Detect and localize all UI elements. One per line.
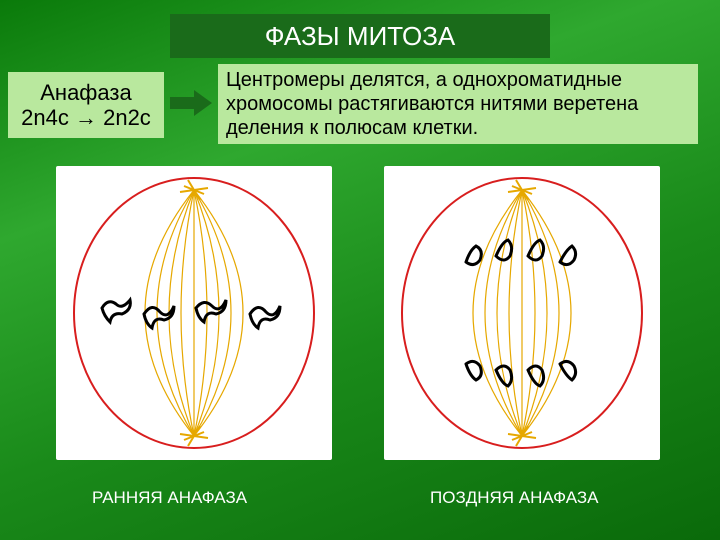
caption-late: ПОЗДНЯЯ АНАФАЗА — [430, 488, 598, 508]
arrow-icon — [170, 90, 212, 116]
description-box: Центромеры делятся, а однохроматидные хр… — [218, 64, 698, 144]
phase-name: Анафаза — [40, 80, 131, 105]
cell-diagram-early — [56, 166, 332, 460]
slide: ФАЗЫ МИТОЗА Анафаза 2n4c → 2n2c Центроме… — [0, 0, 720, 540]
caption-early: РАННЯЯ АНАФАЗА — [92, 488, 247, 508]
phase-formula: 2n4c → 2n2c — [21, 105, 151, 130]
description-text: Центромеры делятся, а однохроматидные хр… — [226, 68, 690, 140]
title-box: ФАЗЫ МИТОЗА — [170, 14, 550, 58]
title-text: ФАЗЫ МИТОЗА — [265, 21, 456, 52]
phase-box: Анафаза 2n4c → 2n2c — [8, 72, 164, 138]
cell-diagram-late — [384, 166, 660, 460]
